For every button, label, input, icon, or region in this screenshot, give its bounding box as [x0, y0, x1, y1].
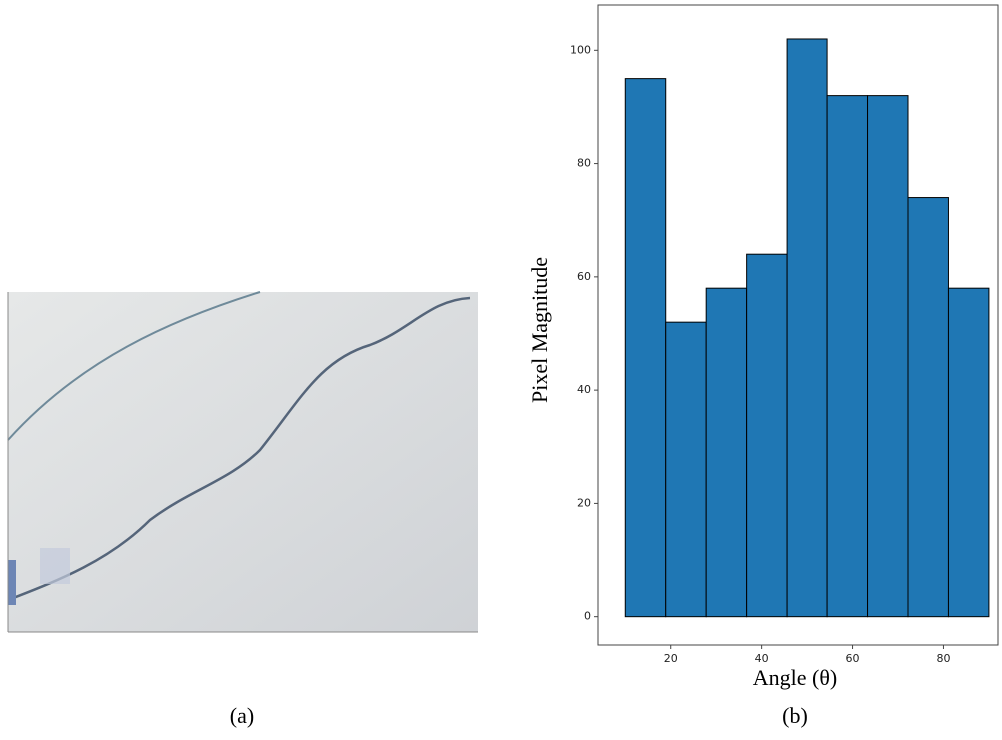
- bar: [867, 95, 909, 618]
- bar: [705, 287, 748, 618]
- bar: [786, 38, 828, 618]
- caption: (a): [230, 703, 254, 728]
- bar: [624, 78, 667, 618]
- y-tick-label: 40: [577, 383, 591, 396]
- bar: [746, 253, 788, 618]
- y-tick-label: 20: [577, 496, 591, 509]
- x-axis-label: Angle (θ): [753, 665, 837, 690]
- x-tick-label: 80: [936, 652, 950, 665]
- x-tick-label: 20: [664, 652, 678, 665]
- x-tick-label: 40: [755, 652, 769, 665]
- y-tick-label: 60: [577, 270, 591, 283]
- bar: [826, 95, 869, 618]
- bar: [907, 197, 949, 618]
- y-tick-label: 0: [584, 610, 591, 623]
- bar: [947, 287, 990, 618]
- axes-frame: [597, 4, 999, 646]
- y-axis-label: Pixel Magnitude: [527, 257, 552, 403]
- y-tick-label: 100: [570, 43, 591, 56]
- photo: [7, 291, 478, 633]
- y-tick-label: 80: [577, 157, 591, 170]
- x-tick-label: 60: [846, 652, 860, 665]
- caption: (b): [782, 703, 808, 728]
- bar: [665, 321, 707, 618]
